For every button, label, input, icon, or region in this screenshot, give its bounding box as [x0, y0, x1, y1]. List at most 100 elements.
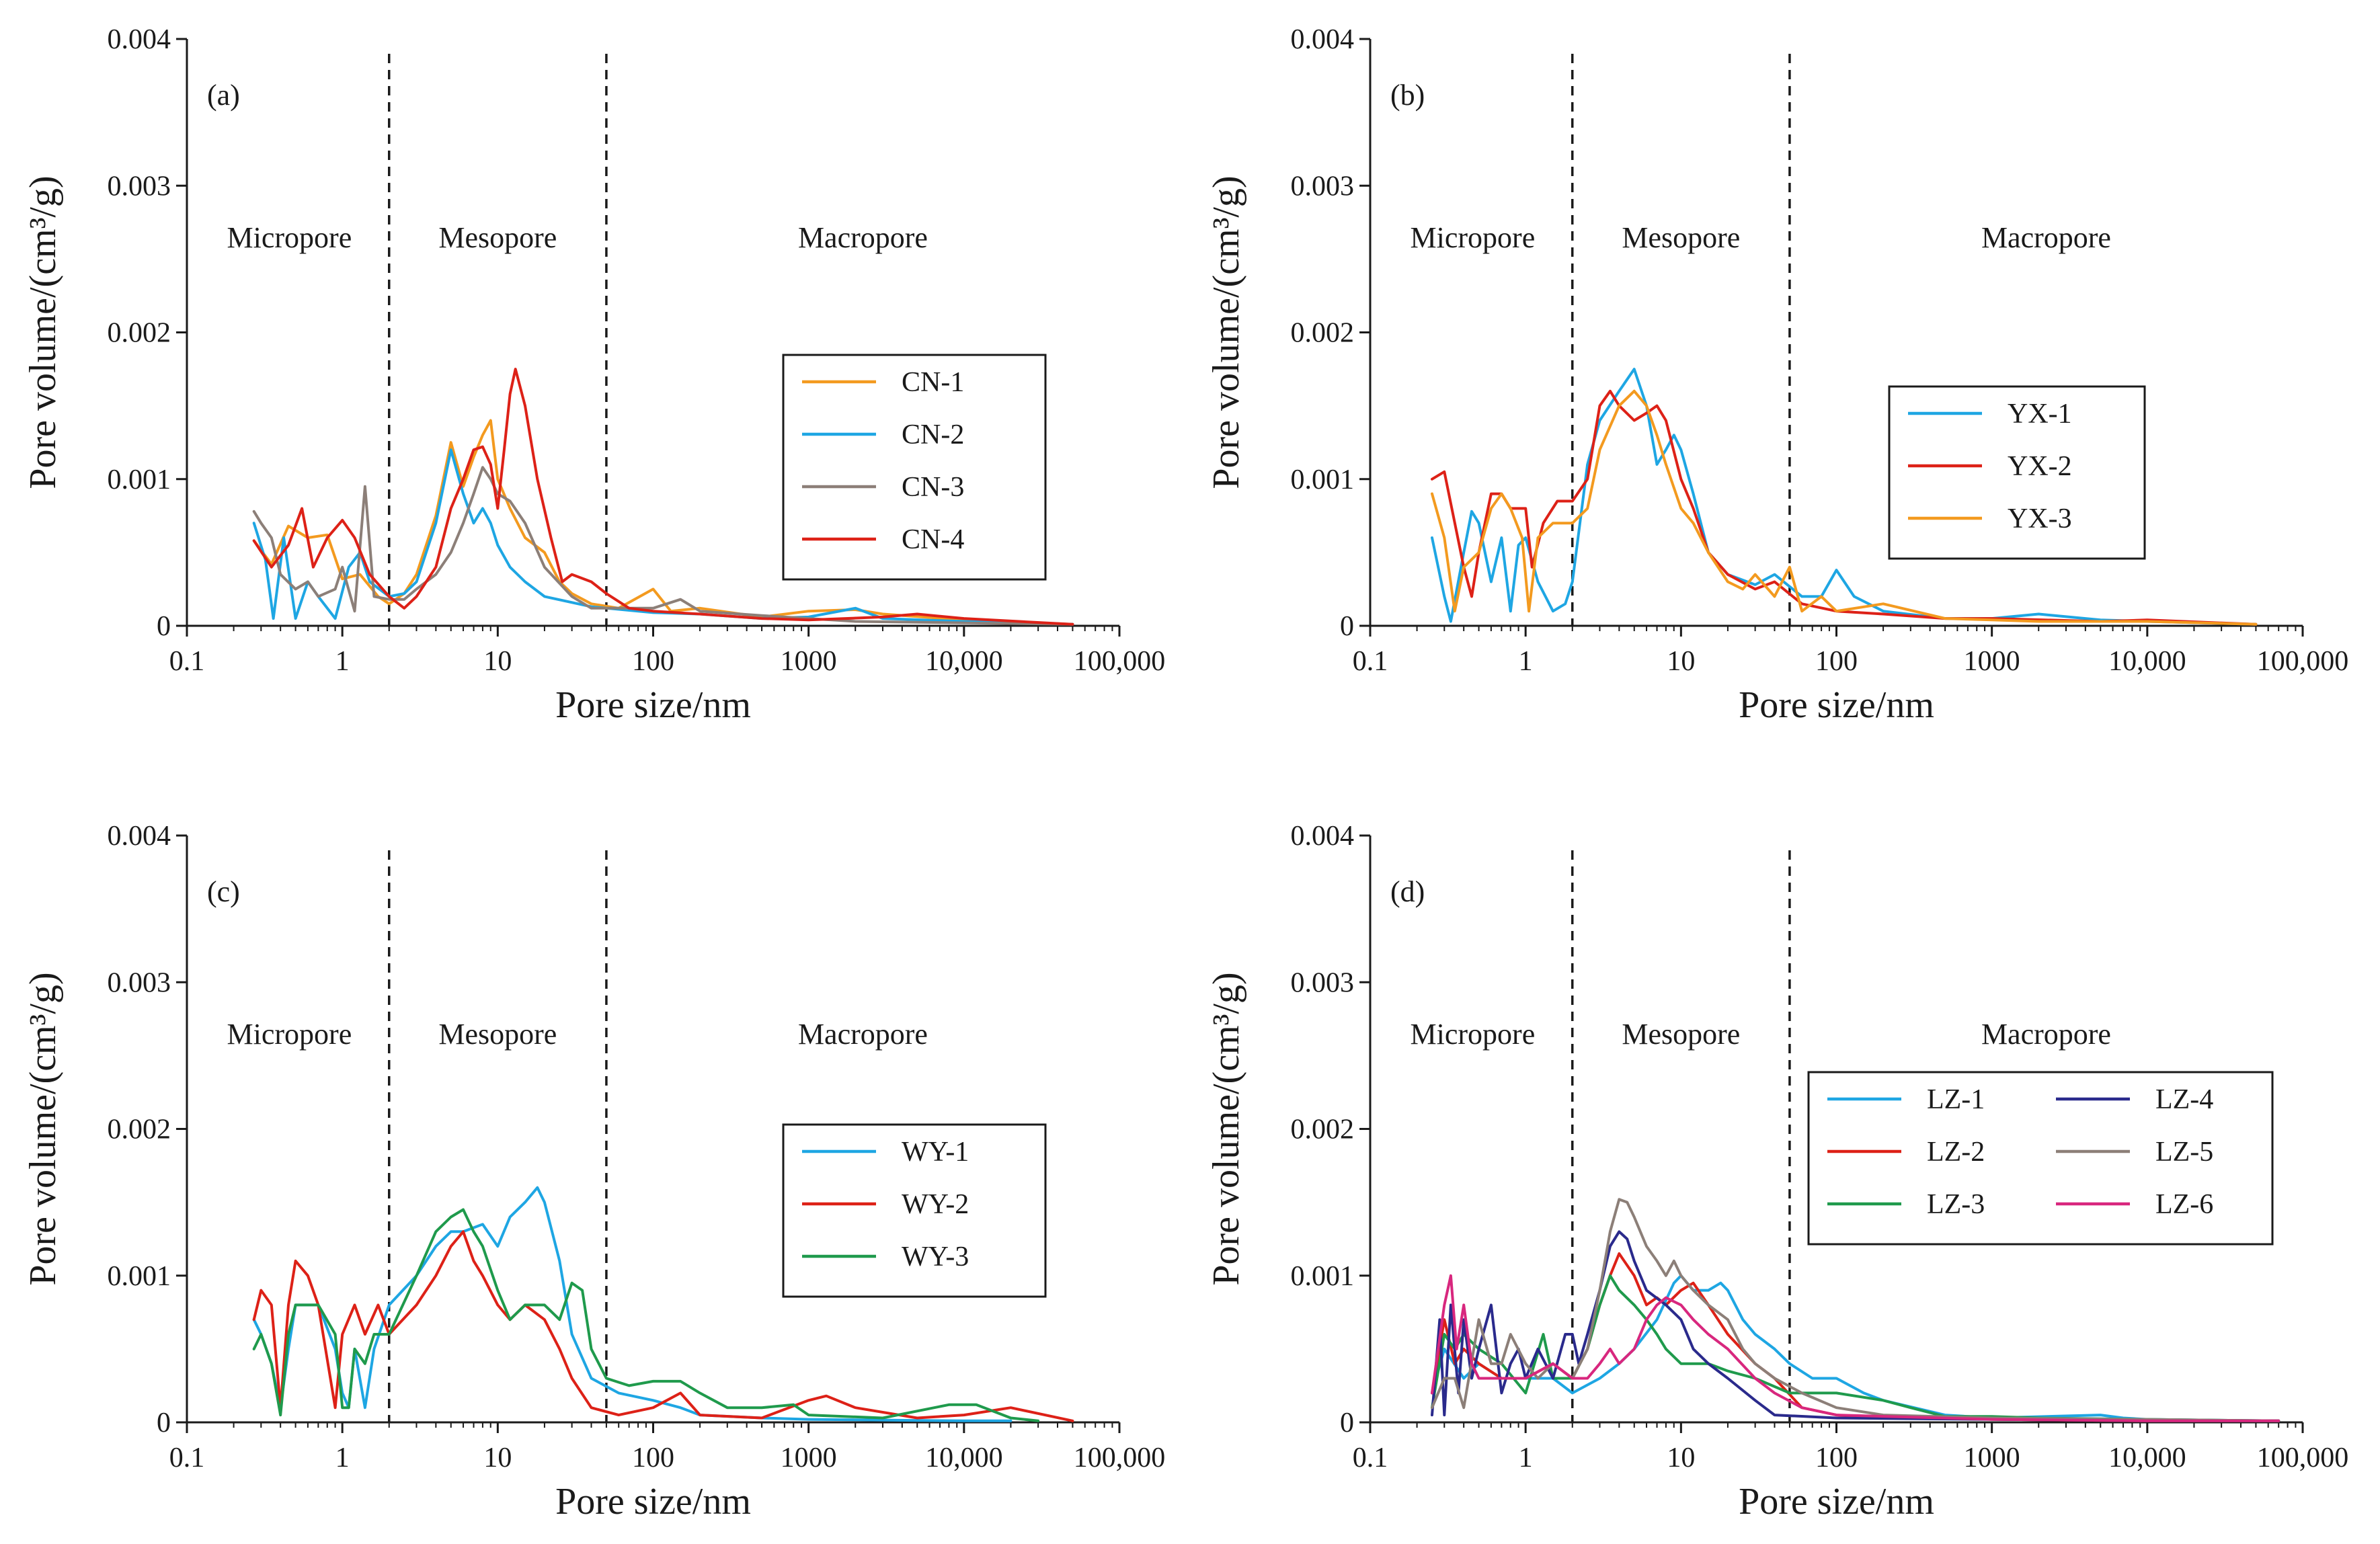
- legend-box: [1807, 1071, 2274, 1246]
- panel-label: (b): [1390, 79, 1425, 112]
- x-tick-label: 1: [1519, 1443, 1533, 1473]
- series-line-wy-3: [252, 1208, 1040, 1422]
- chart-panel-3: 0 0.001 0.002 0.003 0.004 0.1 1 10 100 1000 10,000…: [22, 821, 1165, 1522]
- x-tick-label: 0.1: [1353, 646, 1388, 677]
- legend-label: WY-3: [902, 1242, 969, 1272]
- legend-label: LZ-5: [2155, 1137, 2213, 1168]
- legend-label: CN-4: [902, 524, 964, 555]
- y-tick-label: 0.003: [1291, 967, 1355, 998]
- y-tick-label: 0.003: [108, 171, 171, 202]
- y-tick-label: 0: [1340, 1408, 1354, 1438]
- x-tick-label: 10: [1667, 646, 1695, 677]
- region-label-mesopore: Mesopore: [1622, 221, 1740, 254]
- x-tick-label: 100,000: [1074, 1443, 1166, 1473]
- x-tick-label: 0.1: [1353, 1443, 1388, 1473]
- y-tick-label: 0: [1340, 611, 1354, 642]
- x-axis-title: Pore size/nm: [1739, 684, 1934, 726]
- y-tick-label: 0.003: [1291, 171, 1355, 202]
- x-tick-label: 100,000: [2257, 646, 2349, 677]
- series-line-yx-3: [1431, 389, 2258, 626]
- series-line-yx-2: [1431, 389, 2258, 626]
- y-tick-label: 0.002: [1291, 318, 1355, 349]
- x-tick-label: 100: [632, 646, 674, 677]
- x-tick-label: 10,000: [925, 646, 1003, 677]
- y-axis-title: Pore volume/(cm³/g): [1205, 972, 1247, 1285]
- region-label-mesopore: Mesopore: [1622, 1018, 1740, 1051]
- legend-box: [782, 354, 1047, 581]
- x-tick-label: 10,000: [2108, 646, 2186, 677]
- x-axis-title: Pore size/nm: [1739, 1481, 1934, 1522]
- series-line-lz-6: [1431, 1274, 2280, 1422]
- y-axis-title: Pore volume/(cm³/g): [22, 972, 64, 1285]
- y-tick-label: 0.001: [108, 464, 171, 495]
- region-label-macropore: Macropore: [1981, 221, 2111, 254]
- x-tick-label: 100: [1815, 646, 1858, 677]
- y-tick-label: 0.002: [108, 1114, 171, 1145]
- x-tick-label: 1: [335, 646, 350, 677]
- legend-label: YX-3: [2008, 503, 2072, 534]
- x-tick-label: 1: [335, 1443, 350, 1473]
- region-label-macropore: Macropore: [1981, 1018, 2111, 1051]
- legend-label: LZ-2: [1927, 1137, 1985, 1168]
- chart-panel-1: 0 0.001 0.002 0.003 0.004 0.1 1 10 100 1000 10,000…: [22, 24, 1165, 726]
- region-label-micropore: Micropore: [227, 221, 352, 254]
- y-tick-label: 0: [157, 611, 171, 642]
- legend-label: CN-3: [902, 472, 964, 503]
- x-axis-title: Pore size/nm: [555, 1481, 751, 1522]
- x-tick-label: 10: [1667, 1443, 1695, 1473]
- panel-label: (c): [207, 875, 240, 908]
- region-label-macropore: Macropore: [798, 1018, 928, 1051]
- x-tick-label: 100: [1815, 1443, 1858, 1473]
- legend-label: LZ-1: [1927, 1084, 1985, 1115]
- x-tick-label: 10,000: [925, 1443, 1003, 1473]
- x-tick-label: 10: [483, 1443, 512, 1473]
- series-line-cn-3: [252, 466, 1074, 626]
- x-tick-label: 10,000: [2108, 1443, 2186, 1473]
- y-tick-label: 0.004: [1291, 821, 1355, 852]
- x-tick-label: 1000: [781, 1443, 837, 1473]
- series-line-yx-1: [1431, 368, 2258, 626]
- x-tick-label: 0.1: [169, 646, 205, 677]
- x-tick-label: 0.1: [169, 1443, 205, 1473]
- y-tick-label: 0.002: [1291, 1114, 1355, 1145]
- series-line-wy-2: [252, 1230, 1074, 1422]
- y-tick-label: 0: [157, 1408, 171, 1438]
- region-label-mesopore: Mesopore: [438, 1018, 557, 1051]
- y-axis-title: Pore volume/(cm³/g): [22, 175, 64, 489]
- x-tick-label: 100: [632, 1443, 674, 1473]
- y-tick-label: 0.004: [108, 24, 171, 55]
- y-tick-label: 0.003: [108, 967, 171, 998]
- panel-label: (d): [1390, 875, 1425, 908]
- x-axis-title: Pore size/nm: [555, 684, 751, 726]
- y-tick-label: 0.001: [1291, 464, 1355, 495]
- y-tick-label: 0.002: [108, 318, 171, 349]
- panel-label: (a): [207, 79, 240, 112]
- region-label-mesopore: Mesopore: [438, 221, 557, 254]
- chart-panel-2: 0 0.001 0.002 0.003 0.004 0.1 1 10 100 1000 10,000…: [1205, 24, 2348, 726]
- series-line-lz-1: [1431, 1274, 2280, 1422]
- series-line-lz-4: [1431, 1230, 2280, 1422]
- y-tick-label: 0.004: [108, 821, 171, 852]
- x-tick-label: 1000: [781, 646, 837, 677]
- legend-box: [782, 1123, 1047, 1298]
- series-line-lz-3: [1431, 1274, 2280, 1422]
- y-tick-label: 0.001: [108, 1261, 171, 1292]
- legend-label: LZ-4: [2155, 1084, 2213, 1115]
- x-tick-label: 1000: [1964, 1443, 2020, 1473]
- series-line-cn-4: [252, 368, 1074, 626]
- x-tick-label: 1000: [1964, 646, 2020, 677]
- legend-label: YX-1: [2008, 399, 2072, 430]
- x-tick-label: 100,000: [1074, 646, 1166, 677]
- legend-label: LZ-6: [2155, 1189, 2213, 1220]
- x-tick-label: 100,000: [2257, 1443, 2349, 1473]
- y-tick-label: 0.004: [1291, 24, 1355, 55]
- y-tick-label: 0.001: [1291, 1261, 1355, 1292]
- chart-panel-4: 0 0.001 0.002 0.003 0.004 0.1 1 10 100 1000 10,000…: [1205, 821, 2348, 1522]
- region-label-micropore: Micropore: [1411, 221, 1536, 254]
- region-label-macropore: Macropore: [798, 221, 928, 254]
- region-label-micropore: Micropore: [227, 1018, 352, 1051]
- legend-label: WY-2: [902, 1189, 969, 1220]
- legend-label: LZ-3: [1927, 1189, 1985, 1220]
- y-axis-title: Pore volume/(cm³/g): [1205, 175, 1247, 489]
